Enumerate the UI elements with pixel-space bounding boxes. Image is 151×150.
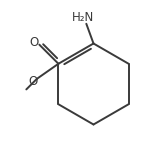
Text: O: O — [29, 75, 38, 88]
Text: H₂N: H₂N — [72, 11, 94, 24]
Text: O: O — [30, 36, 39, 49]
